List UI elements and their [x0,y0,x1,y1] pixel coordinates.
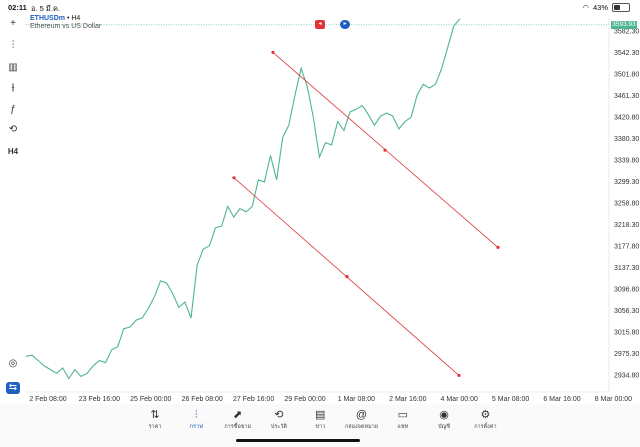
price-tick-label: 3258.80 [614,200,639,207]
price-tick-label: 3015.80 [614,329,639,336]
symbol-timeframe: H4 [71,15,81,22]
timeframe-label[interactable]: H4 [7,147,19,156]
tab-trade-icon: ⬈ [232,409,243,421]
tab-mailbox-label: กล่องจดหมาย [344,424,379,430]
tab-chart[interactable]: ⫶ กราฟ [174,408,218,431]
symbol-description: Ethereum vs US Dollar [30,23,102,30]
tab-news-label: ข่าว [315,424,326,430]
chart-type-icon[interactable]: ▥ [8,62,18,73]
tab-quotes[interactable]: ⇅ ราคา [133,408,177,431]
sell-button[interactable]: ◂ [315,20,325,29]
function-icon[interactable]: ƒ [10,104,16,115]
time-tick-label: 6 Mar 16:00 [543,396,580,403]
tab-accounts[interactable]: ◉ บัญชี [422,408,466,431]
time-tick-label: 27 Feb 16:00 [233,396,274,403]
trendline-2-handle [345,275,349,279]
status-right: ◠ 43% [582,3,630,12]
zoom-icon[interactable]: ◎ [8,358,18,369]
time-tick-label: 5 Mar 08:00 [492,396,529,403]
tab-history-icon: ⟲ [274,409,284,421]
price-tick-label: 3056.30 [614,308,639,315]
time-tick-label: 2 Mar 16:00 [389,396,426,403]
price-tick-label: 3137.30 [614,265,639,272]
price-line [25,18,461,380]
price-tick-label: 3218.30 [614,222,639,229]
trendline-1-handle [383,148,387,152]
time-tick-label: 29 Feb 00:00 [284,396,325,403]
price-tick-label: 3299.30 [614,179,639,186]
tab-chat-icon: ▭ [397,409,408,421]
tab-mailbox-icon: @ [355,409,368,421]
clock: 02:11 [8,3,27,12]
symbol-name: ETHUSDm [30,15,66,22]
price-tick-label: 3582.30 [614,29,639,36]
symbol-info: ETHUSDm • H4 Ethereum vs US Dollar [30,15,101,30]
price-tick-label: 3542.30 [614,50,639,57]
tab-history[interactable]: ⟲ ประวัติ [257,408,301,431]
time-tick-label: 4 Mar 00:00 [441,396,478,403]
tab-chat[interactable]: ▭ แชท [381,408,425,431]
price-tick-label: 2934.80 [614,373,639,380]
tab-quotes-label: ราคา [148,424,162,430]
tab-chat-label: แชท [397,424,409,430]
time-tick-label: 25 Feb 00:00 [130,396,171,403]
symbol-separator: • [66,15,70,22]
tab-accounts-label: บัญชี [438,424,451,430]
time-tick-label: 26 Feb 08:00 [182,396,223,403]
trendline-1-handle [271,50,275,55]
status-bar: 02:11 อ. 5 มี.ค. ◠ 43% [0,0,640,14]
tab-history-label: ประวัติ [270,424,287,430]
price-tick-label: 3096.80 [614,286,639,293]
candlestick-icon[interactable]: ⫶ [11,40,15,51]
buy-button[interactable]: ▸ [340,20,350,29]
price-tick-label: 3339.80 [614,157,639,164]
current-price-tag: 3593.93 [611,21,637,29]
tab-news-icon: ▤ [314,409,326,421]
time-tick-label: 1 Mar 08:00 [338,396,375,403]
battery-percent: 43% [592,3,608,12]
price-tick-label: 2975.30 [614,351,639,358]
wifi-icon: ◠ [582,3,589,12]
tab-news[interactable]: ▤ ข่าว [298,408,342,431]
tab-chart-label: กราฟ [189,424,203,430]
tab-accounts-icon: ◉ [439,409,449,421]
battery-icon [612,3,630,12]
trendline-2-handle [457,373,461,378]
tab-trade[interactable]: ⬈ การซื้อขาย [216,408,260,431]
tab-mailbox[interactable]: @ กล่องจดหมาย [340,408,384,431]
price-tick-label: 3420.80 [614,114,639,121]
tab-settings[interactable]: ⚙ การตั้งค่า [463,408,507,431]
trendline-2-handle [232,176,236,180]
date: อ. 5 มี.ค. [31,4,61,13]
tab-quotes-icon: ⇅ [150,409,160,421]
time-tick-label: 8 Mar 00:00 [595,396,632,403]
price-tick-label: 3461.30 [614,93,639,100]
price-tick-label: 3380.30 [614,136,639,143]
crosshair-icon[interactable]: + [10,18,16,29]
home-indicator [236,439,360,442]
indicators-icon[interactable]: ⫲ [11,82,15,93]
trendline-1-handle [496,245,500,249]
tab-trade-label: การซื้อขาย [224,424,251,430]
time-tick-label: 23 Feb 16:00 [79,396,120,403]
tab-settings-label: การตั้งค่า [474,424,497,430]
objects-icon[interactable]: ⟲ [8,124,18,135]
tab-chart-icon: ⫶ [194,409,198,421]
price-tick-label: 3177.80 [614,243,639,250]
tab-settings-icon: ⚙ [480,409,491,421]
time-tick-label: 2 Feb 08:00 [29,396,66,403]
trade-panel-icon[interactable]: ⇆ [6,382,20,394]
price-tick-label: 3501.80 [614,71,639,78]
